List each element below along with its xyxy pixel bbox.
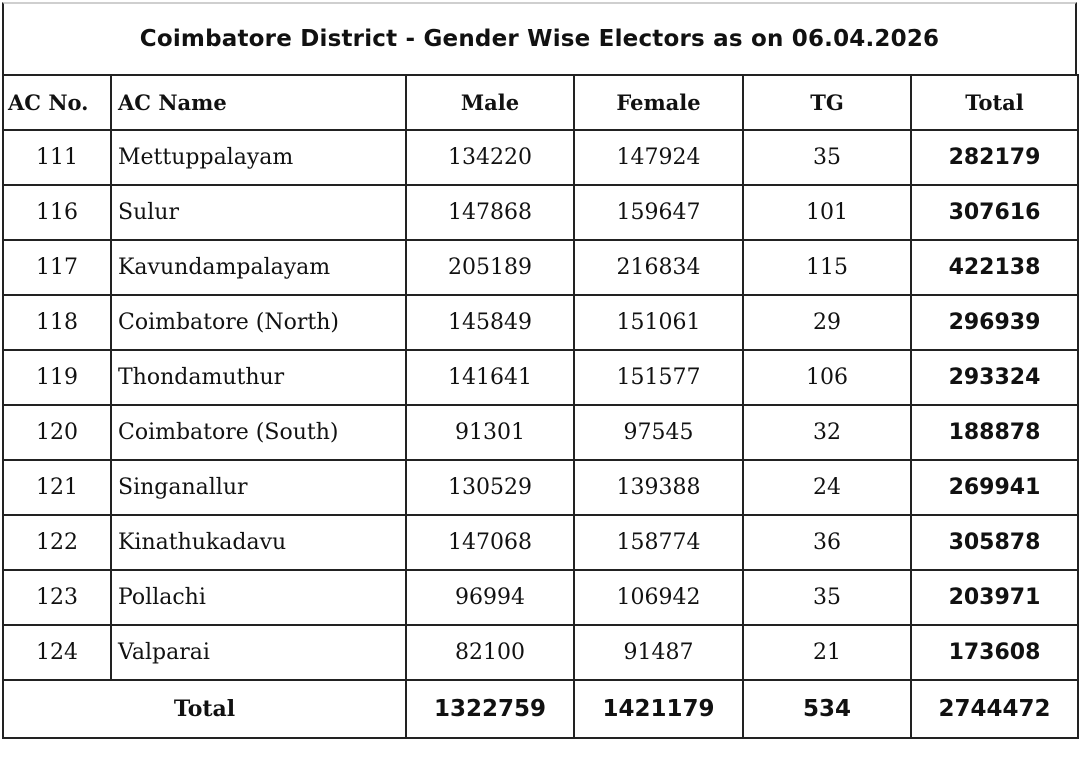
header-row: AC No. AC Name Male Female TG Total <box>2 74 1079 131</box>
totals-male: 1322759 <box>405 679 575 739</box>
header-male: Male <box>405 74 575 131</box>
cell-ac-name: Coimbatore (North) <box>110 294 407 351</box>
cell-female: 97545 <box>573 404 744 461</box>
cell-tg: 106 <box>742 349 912 406</box>
table-row: 122 Kinathukadavu 147068 158774 36 30587… <box>2 514 1079 571</box>
cell-ac-no: 117 <box>2 239 112 296</box>
cell-ac-no: 119 <box>2 349 112 406</box>
table-row: 118 Coimbatore (North) 145849 151061 29 … <box>2 294 1079 351</box>
cell-male: 147868 <box>405 184 575 241</box>
cell-ac-no: 121 <box>2 459 112 516</box>
cell-ac-no: 124 <box>2 624 112 681</box>
table-row: 117 Kavundampalayam 205189 216834 115 42… <box>2 239 1079 296</box>
cell-male: 130529 <box>405 459 575 516</box>
cell-ac-no: 122 <box>2 514 112 571</box>
cell-ac-name: Singanallur <box>110 459 407 516</box>
cell-ac-name: Valparai <box>110 624 407 681</box>
cell-tg: 32 <box>742 404 912 461</box>
table-row: 111 Mettuppalayam 134220 147924 35 28217… <box>2 129 1079 186</box>
cell-male: 91301 <box>405 404 575 461</box>
cell-female: 158774 <box>573 514 744 571</box>
table-row: 119 Thondamuthur 141641 151577 106 29332… <box>2 349 1079 406</box>
header-female: Female <box>573 74 744 131</box>
cell-female: 139388 <box>573 459 744 516</box>
cell-total: 282179 <box>910 129 1079 186</box>
cell-tg: 36 <box>742 514 912 571</box>
cell-tg: 115 <box>742 239 912 296</box>
cell-ac-name: Kinathukadavu <box>110 514 407 571</box>
cell-total: 203971 <box>910 569 1079 626</box>
cell-ac-no: 120 <box>2 404 112 461</box>
cell-total: 293324 <box>910 349 1079 406</box>
cell-tg: 35 <box>742 129 912 186</box>
cell-ac-no: 123 <box>2 569 112 626</box>
table-title: Coimbatore District - Gender Wise Electo… <box>2 2 1077 74</box>
cell-tg: 24 <box>742 459 912 516</box>
electors-table: AC No. AC Name Male Female TG Total 111 … <box>2 74 1079 739</box>
cell-total: 269941 <box>910 459 1079 516</box>
table-row: 120 Coimbatore (South) 91301 97545 32 18… <box>2 404 1079 461</box>
cell-total: 173608 <box>910 624 1079 681</box>
cell-male: 145849 <box>405 294 575 351</box>
cell-ac-no: 118 <box>2 294 112 351</box>
cell-female: 106942 <box>573 569 744 626</box>
cell-tg: 35 <box>742 569 912 626</box>
table-row: 123 Pollachi 96994 106942 35 203971 <box>2 569 1079 626</box>
cell-male: 96994 <box>405 569 575 626</box>
totals-total: 2744472 <box>910 679 1079 739</box>
cell-male: 141641 <box>405 349 575 406</box>
cell-female: 151577 <box>573 349 744 406</box>
cell-female: 159647 <box>573 184 744 241</box>
totals-label: Total <box>2 679 407 739</box>
cell-tg: 101 <box>742 184 912 241</box>
header-ac-name: AC Name <box>110 74 407 131</box>
table-row: 124 Valparai 82100 91487 21 173608 <box>2 624 1079 681</box>
cell-total: 422138 <box>910 239 1079 296</box>
header-total: Total <box>910 74 1079 131</box>
cell-ac-name: Thondamuthur <box>110 349 407 406</box>
cell-ac-name: Kavundampalayam <box>110 239 407 296</box>
table-row: 116 Sulur 147868 159647 101 307616 <box>2 184 1079 241</box>
totals-female: 1421179 <box>573 679 744 739</box>
cell-female: 216834 <box>573 239 744 296</box>
cell-female: 91487 <box>573 624 744 681</box>
totals-row: Total 1322759 1421179 534 2744472 <box>2 679 1079 739</box>
cell-male: 147068 <box>405 514 575 571</box>
cell-total: 188878 <box>910 404 1079 461</box>
cell-male: 134220 <box>405 129 575 186</box>
cell-male: 82100 <box>405 624 575 681</box>
cell-ac-no: 116 <box>2 184 112 241</box>
cell-total: 305878 <box>910 514 1079 571</box>
table-row: 121 Singanallur 130529 139388 24 269941 <box>2 459 1079 516</box>
cell-male: 205189 <box>405 239 575 296</box>
totals-tg: 534 <box>742 679 912 739</box>
cell-female: 147924 <box>573 129 744 186</box>
cell-tg: 21 <box>742 624 912 681</box>
cell-total: 307616 <box>910 184 1079 241</box>
cell-ac-name: Sulur <box>110 184 407 241</box>
cell-ac-name: Pollachi <box>110 569 407 626</box>
header-tg: TG <box>742 74 912 131</box>
cell-ac-name: Coimbatore (South) <box>110 404 407 461</box>
cell-ac-name: Mettuppalayam <box>110 129 407 186</box>
cell-ac-no: 111 <box>2 129 112 186</box>
cell-total: 296939 <box>910 294 1079 351</box>
cell-female: 151061 <box>573 294 744 351</box>
cell-tg: 29 <box>742 294 912 351</box>
header-ac-no: AC No. <box>2 74 112 131</box>
